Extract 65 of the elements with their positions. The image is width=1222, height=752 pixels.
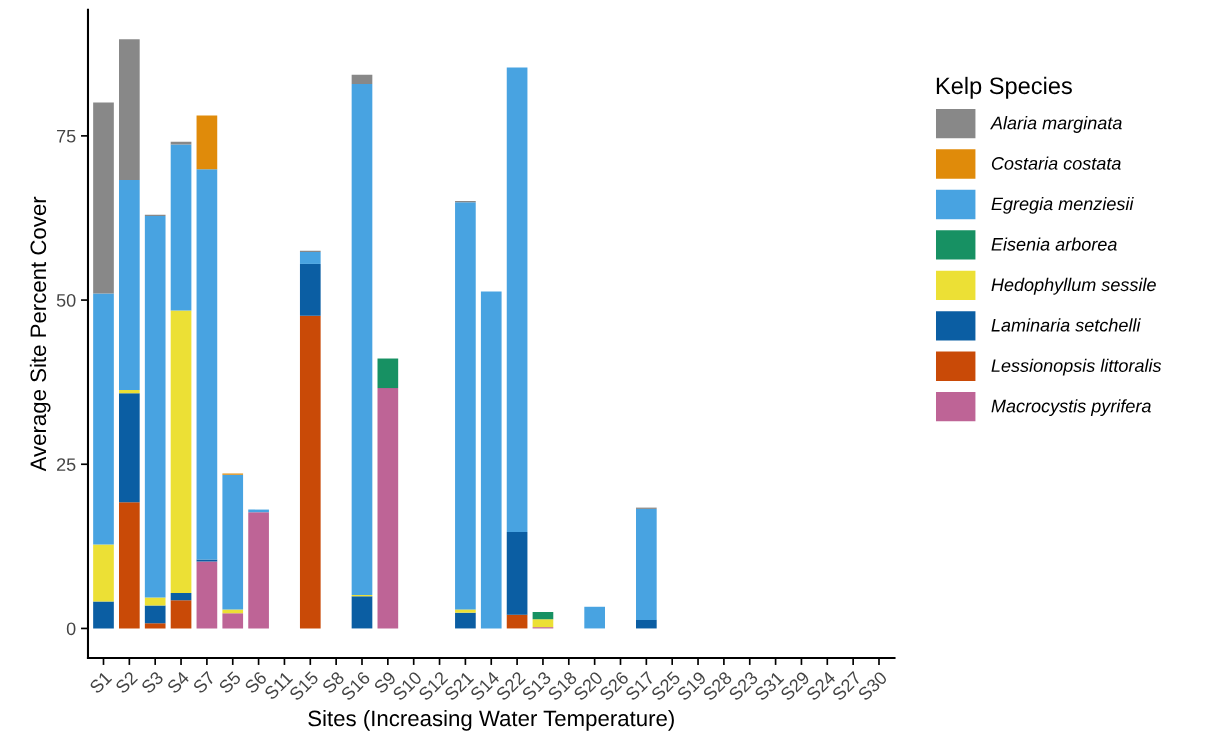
y-tick-label: 75 (57, 129, 76, 143)
bar (144, 623, 166, 629)
bar (248, 512, 269, 629)
bar (455, 609, 476, 613)
legend-label: Costaria costata (991, 156, 1121, 170)
bar (196, 115, 218, 170)
bar (299, 252, 321, 264)
bar (351, 83, 373, 595)
bar (377, 388, 399, 629)
x-tick-label: S3 (140, 670, 165, 695)
legend-label: Macrocystis pyrifera (991, 399, 1151, 417)
legend-label: Lessionopsis littoralis (991, 358, 1162, 376)
bar (506, 67, 528, 532)
bar (196, 169, 218, 560)
x-tick-label: S5 (218, 670, 242, 695)
bar (144, 605, 166, 624)
bar (170, 592, 192, 601)
x-tick-label: S4 (166, 670, 191, 695)
bar (119, 390, 140, 394)
bar (170, 144, 192, 311)
bar (144, 597, 166, 606)
bar (455, 612, 476, 629)
bar (119, 393, 140, 503)
legend-label: Hedophyllum sessile (991, 277, 1156, 295)
x-tick-label: S2 (114, 670, 139, 695)
bar (196, 561, 218, 629)
bar (170, 310, 192, 593)
bar (532, 612, 554, 620)
bar (299, 315, 321, 629)
bar (455, 202, 476, 610)
bar (119, 39, 140, 180)
y-tick-label: 25 (57, 458, 76, 471)
bar (170, 600, 192, 629)
legend-label: Eisenia arborea (991, 237, 1117, 251)
legend-title: Kelp Species (936, 76, 1072, 99)
bar (93, 544, 114, 602)
bar (377, 358, 399, 389)
bar (636, 619, 657, 629)
bar (119, 502, 140, 629)
y-axis-title: Average Site Percent Cover (29, 196, 51, 472)
legend-label: Laminaria setchelli (991, 318, 1141, 332)
x-tick-label: S7 (192, 670, 216, 695)
bar (93, 102, 114, 294)
x-axis-title: Sites (Increasing Water Temperature) (308, 709, 674, 731)
bar (506, 614, 528, 629)
legend-label: Alaria marginata (990, 116, 1122, 133)
bar (222, 474, 244, 610)
bar (222, 609, 244, 614)
bar (480, 291, 502, 629)
bar (299, 263, 321, 316)
bar (351, 74, 373, 84)
bar (144, 216, 166, 598)
bar (506, 531, 528, 615)
bar (532, 619, 554, 628)
bar (584, 606, 605, 629)
bar (222, 613, 244, 629)
y-tick-label: 0 (66, 622, 76, 636)
bar (351, 596, 373, 629)
bar (119, 179, 140, 391)
bar (93, 601, 114, 629)
bar (93, 293, 114, 545)
legend-label: Egregia menziesii (991, 196, 1134, 214)
y-tick-label: 50 (56, 294, 76, 307)
bar (636, 508, 657, 620)
x-tick-label: S1 (88, 670, 113, 695)
